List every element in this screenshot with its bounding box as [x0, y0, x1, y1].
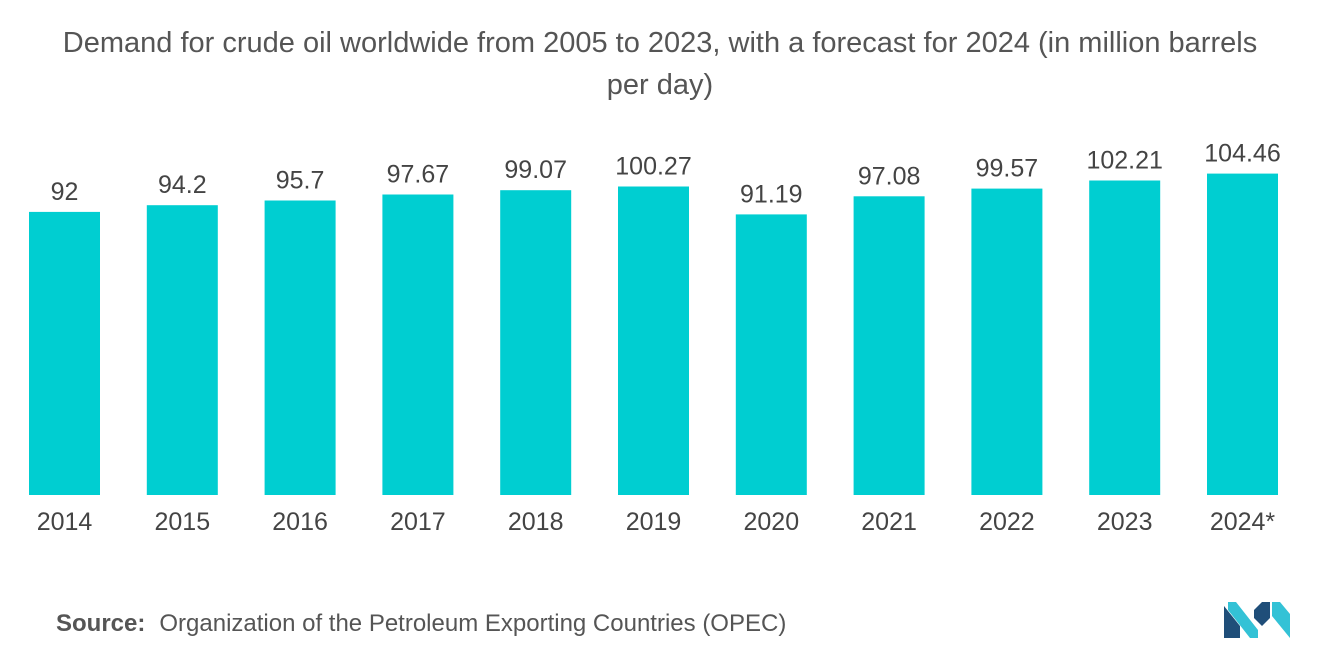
- chart-title: Demand for crude oil worldwide from 2005…: [62, 27, 1258, 101]
- value-label-2022: 99.57: [976, 155, 1039, 183]
- bars-group: [29, 173, 1278, 496]
- bar-chart: 92 94.2 95.7 97.67 99.07 100.27 91.19 97.08 99.5…: [29, 140, 1281, 536]
- value-label-2016: 95.7: [276, 167, 325, 195]
- bar-2019: [618, 186, 689, 495]
- bar-2022: [971, 188, 1043, 495]
- x-tick-labels-group: 2014 2015 2016 2017 2018 2019 2020 2021 2022 2023…: [37, 508, 1276, 536]
- x-tick-label-2020: 2020: [743, 508, 799, 536]
- x-tick-label-2017: 2017: [390, 508, 446, 536]
- value-label-2014: 92: [51, 178, 79, 206]
- x-tick-label-2021: 2021: [861, 508, 917, 536]
- x-tick-label-2024: 2024*: [1210, 508, 1276, 536]
- x-tick-label-2016: 2016: [272, 508, 328, 536]
- mordor-intelligence-logo-icon: [1224, 602, 1290, 638]
- bar-2020: [735, 214, 807, 495]
- value-label-2017: 97.67: [387, 161, 450, 189]
- x-tick-label-2023: 2023: [1097, 508, 1153, 536]
- x-tick-label-2018: 2018: [508, 508, 564, 536]
- x-tick-label-2014: 2014: [37, 508, 93, 536]
- bar-2015: [146, 205, 218, 495]
- source-note: Source: Organization of the Petroleum Exp…: [56, 610, 786, 638]
- value-label-2024: 104.46: [1204, 140, 1280, 168]
- value-label-2020: 91.19: [740, 180, 803, 208]
- source-text: Organization of the Petroleum Exporting …: [159, 610, 787, 637]
- bar-2024: [1207, 173, 1278, 495]
- source-label: Source:: [56, 610, 146, 637]
- value-label-2019: 100.27: [615, 153, 691, 181]
- value-label-2015: 94.2: [158, 171, 207, 199]
- bar-2021: [853, 196, 925, 496]
- bar-2018: [500, 190, 572, 495]
- bar-2023: [1089, 180, 1161, 495]
- value-labels-group: 92 94.2 95.7 97.67 99.07 100.27 91.19 97.08 99.5…: [51, 140, 1281, 209]
- x-tick-label-2015: 2015: [154, 508, 210, 536]
- x-tick-label-2022: 2022: [979, 508, 1035, 536]
- x-tick-label-2019: 2019: [626, 508, 682, 536]
- bar-2017: [382, 194, 454, 495]
- value-label-2018: 99.07: [504, 156, 567, 184]
- bar-2016: [264, 200, 336, 495]
- value-label-2021: 97.08: [858, 162, 921, 190]
- bar-2014: [29, 211, 100, 495]
- value-label-2023: 102.21: [1086, 147, 1162, 175]
